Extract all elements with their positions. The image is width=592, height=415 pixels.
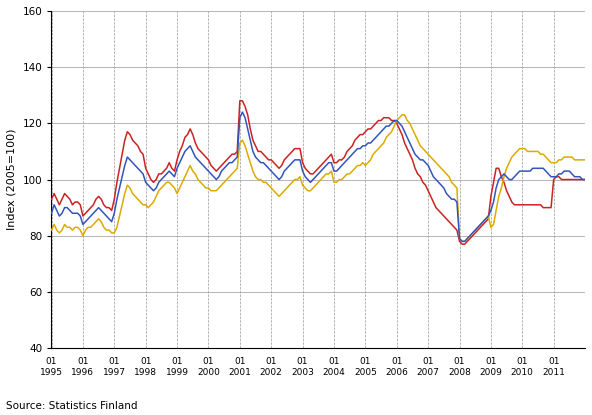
Text: 01: 01 <box>454 357 465 366</box>
Text: 1999: 1999 <box>166 368 189 377</box>
Text: 1996: 1996 <box>72 368 94 377</box>
Text: 01: 01 <box>517 357 528 366</box>
Text: 2000: 2000 <box>197 368 220 377</box>
Text: 2005: 2005 <box>354 368 377 377</box>
Text: 01: 01 <box>108 357 120 366</box>
Text: 01: 01 <box>46 357 57 366</box>
Text: 2007: 2007 <box>417 368 440 377</box>
Text: 01: 01 <box>234 357 246 366</box>
Text: Source: Statistics Finland: Source: Statistics Finland <box>6 401 137 411</box>
Y-axis label: Index (2005=100): Index (2005=100) <box>7 129 17 230</box>
Text: 01: 01 <box>265 357 277 366</box>
Text: 01: 01 <box>140 357 152 366</box>
Text: 01: 01 <box>171 357 183 366</box>
Text: 2002: 2002 <box>260 368 282 377</box>
Text: 01: 01 <box>297 357 308 366</box>
Text: 01: 01 <box>485 357 497 366</box>
Text: 2011: 2011 <box>542 368 565 377</box>
Text: 2010: 2010 <box>511 368 534 377</box>
Text: 2009: 2009 <box>480 368 503 377</box>
Text: 1997: 1997 <box>103 368 126 377</box>
Text: 01: 01 <box>422 357 434 366</box>
Text: 2001: 2001 <box>229 368 251 377</box>
Text: 2004: 2004 <box>323 368 345 377</box>
Text: 2006: 2006 <box>385 368 408 377</box>
Text: 2003: 2003 <box>291 368 314 377</box>
Text: 01: 01 <box>328 357 340 366</box>
Text: 01: 01 <box>202 357 214 366</box>
Text: 01: 01 <box>391 357 403 366</box>
Text: 01: 01 <box>77 357 89 366</box>
Text: 01: 01 <box>359 357 371 366</box>
Text: 2008: 2008 <box>448 368 471 377</box>
Text: 01: 01 <box>548 357 559 366</box>
Text: 1995: 1995 <box>40 368 63 377</box>
Text: 1998: 1998 <box>134 368 157 377</box>
